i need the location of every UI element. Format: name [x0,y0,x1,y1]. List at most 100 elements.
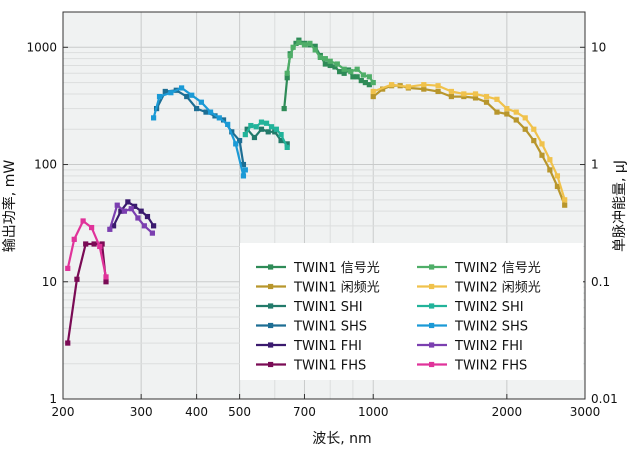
data-point [91,241,97,247]
data-point [207,109,214,115]
data-point [547,167,553,173]
data-point [121,208,127,214]
data-point [539,141,545,147]
legend-swatch-marker [429,264,435,270]
data-point [248,122,254,129]
data-point [296,39,302,46]
data-point [240,161,247,168]
data-point [435,83,441,89]
data-point [156,93,163,100]
data-point [242,167,248,173]
data-point [448,88,454,95]
data-point [513,117,519,123]
legend-label: TWIN1 SHS [293,320,367,335]
data-point [360,72,366,78]
data-point [354,74,360,80]
data-point [272,129,278,135]
data-point [284,70,290,76]
data-point [341,66,347,72]
legend-label: TWIN1 FHS [293,359,366,374]
data-point [242,132,248,138]
data-point [370,93,376,100]
data-point [189,92,195,98]
y-axis-title-right: 单脉冲能量, μJ [612,160,628,252]
data-point [178,85,185,91]
data-point [334,61,340,67]
x-tick-label: 500 [228,405,251,419]
legend-label: TWIN1 信号光 [293,261,380,276]
data-point [89,224,95,231]
legend-swatch-marker [429,322,435,329]
data-point [562,202,568,208]
y-tick-label-right: 10 [591,40,606,54]
data-point [312,47,318,53]
data-point [435,88,441,95]
data-point [389,82,395,88]
data-point [337,69,343,75]
data-point [128,206,134,212]
y-tick-label-left: 1000 [26,40,57,54]
legend-label: TWIN1 闲频光 [293,281,380,296]
data-point [198,99,204,105]
data-point [144,213,151,220]
data-point [547,157,553,163]
data-point [65,265,71,272]
data-point [483,93,490,100]
data-point [150,115,157,121]
data-point [317,54,323,60]
data-point [118,208,124,214]
data-point [150,223,157,229]
data-point [494,109,500,115]
data-point [322,61,328,67]
y-tick-label-right: 0.01 [591,392,618,406]
legend-box [240,243,583,380]
data-point [494,96,500,102]
data-point [74,276,80,282]
data-point [114,202,120,208]
data-point [258,119,265,125]
data-point [284,144,290,150]
x-tick-label: 200 [52,405,75,419]
legend-swatch-marker [429,342,435,348]
x-tick-label: 2000 [492,405,523,419]
series-line [66,242,108,344]
data-point [472,91,479,97]
data-point [251,134,258,141]
data-point [125,199,131,205]
data-point [194,105,200,112]
y-tick-label-left: 100 [34,158,57,172]
data-point [225,121,231,127]
data-point [265,129,271,135]
data-point [362,79,368,86]
data-point [522,126,528,132]
data-point [83,241,89,247]
data-point [103,274,109,280]
legend-label: TWIN2 SHS [454,320,528,335]
data-point [258,126,265,132]
data-point [472,95,479,101]
data-point [504,111,510,117]
y-tick-label-left: 1 [49,392,57,406]
data-point [287,52,293,59]
data-point [354,66,360,72]
data-point [421,86,427,92]
legend-label: TWIN1 FHI [293,339,362,354]
data-point [107,226,113,232]
data-point [273,126,279,132]
data-point [290,44,296,50]
data-point [244,126,250,132]
legend-swatch-marker [268,322,274,329]
data-point [348,69,354,75]
plot-frame [62,11,586,400]
data-point [278,137,284,144]
data-point [132,203,138,209]
data-point [103,279,109,285]
data-point [461,91,467,97]
data-point [293,40,299,46]
legend-label: TWIN2 SHI [454,300,524,315]
y-tick-label-right: 0.1 [591,275,610,289]
data-point [80,218,86,224]
data-point [233,141,239,147]
data-point [71,236,77,242]
series-line [66,219,108,278]
